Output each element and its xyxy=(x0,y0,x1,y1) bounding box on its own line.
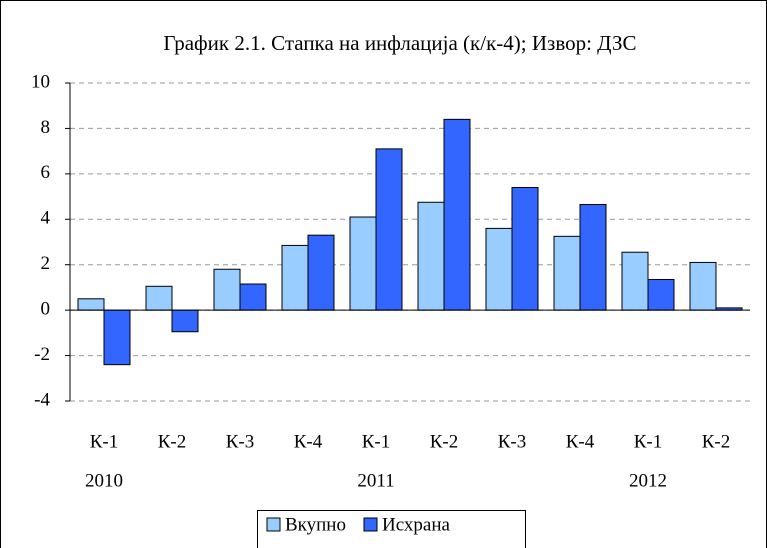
bar xyxy=(689,261,717,311)
x-tick-label: К-1 xyxy=(362,431,391,452)
y-tick-label: 0 xyxy=(41,299,51,320)
x-group-label: 2010 xyxy=(85,470,123,491)
x-group-label: 2011 xyxy=(357,470,394,491)
x-tick-label: К-2 xyxy=(430,431,459,452)
bar xyxy=(443,118,471,311)
bar xyxy=(239,283,267,311)
y-tick-label: 6 xyxy=(41,162,51,183)
legend-box xyxy=(257,510,526,548)
bar xyxy=(417,201,445,311)
y-tick-label: 4 xyxy=(41,208,51,229)
bar xyxy=(281,244,309,311)
bar xyxy=(511,186,539,311)
x-group-label: 2012 xyxy=(629,470,667,491)
x-tick-label: К-4 xyxy=(294,431,323,452)
y-tick-label: -2 xyxy=(34,344,50,365)
bar xyxy=(349,216,377,311)
bar xyxy=(213,268,241,311)
bar xyxy=(171,309,199,333)
bar xyxy=(485,227,513,311)
legend-swatch xyxy=(363,517,378,532)
x-tick-label: К-2 xyxy=(158,431,187,452)
bar xyxy=(647,278,675,311)
x-tick-label: К-3 xyxy=(498,431,527,452)
x-tick-label: К-1 xyxy=(90,431,119,452)
bar xyxy=(579,204,607,311)
y-tick-label: -4 xyxy=(34,389,50,410)
legend-label: Исхрана xyxy=(382,514,451,535)
y-tick-label: 8 xyxy=(41,117,51,138)
bar xyxy=(145,285,173,311)
y-tick-label: 10 xyxy=(31,71,50,92)
legend-swatch xyxy=(266,517,281,532)
x-tick-label: К-3 xyxy=(226,431,255,452)
bar xyxy=(375,148,403,311)
bar xyxy=(103,309,131,366)
bar xyxy=(553,235,581,311)
chart-title: График 2.1. Стапка на инфлација (к/к-4);… xyxy=(163,31,636,55)
x-tick-label: К-1 xyxy=(634,431,663,452)
y-tick-label: 2 xyxy=(41,253,51,274)
x-tick-label: К-4 xyxy=(566,431,595,452)
bar xyxy=(77,298,105,311)
bar xyxy=(307,234,335,311)
bar xyxy=(621,251,649,311)
legend-label: Вкупно xyxy=(285,514,346,535)
x-tick-label: К-2 xyxy=(702,431,731,452)
